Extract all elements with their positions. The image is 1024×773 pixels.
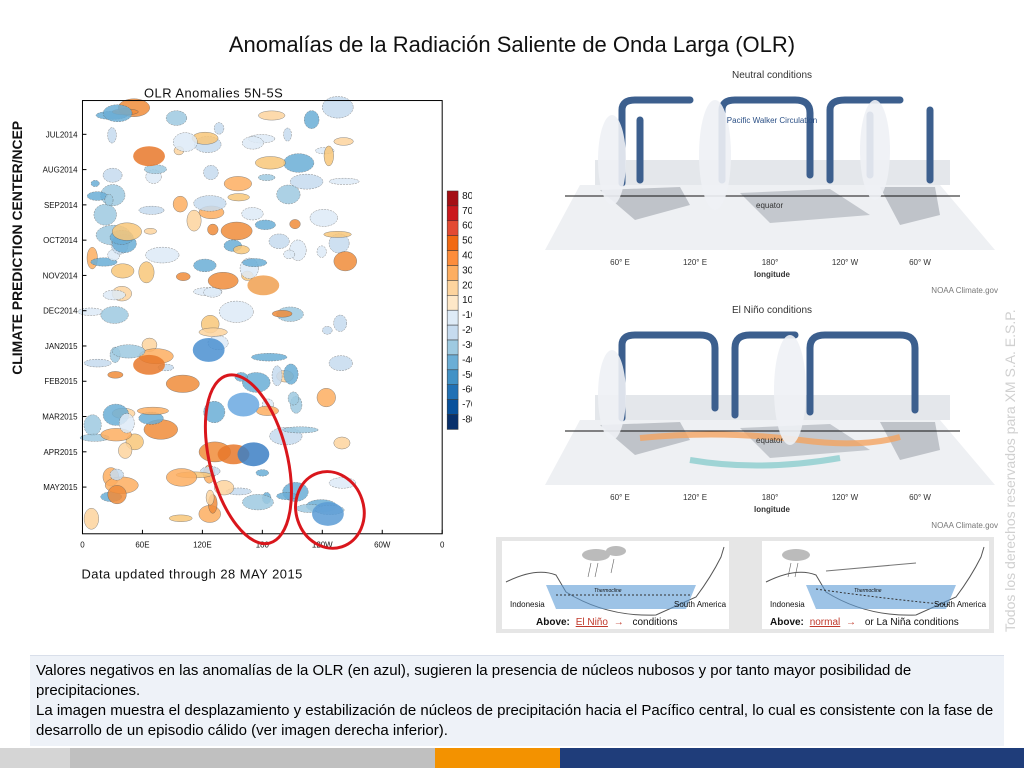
ocean-caption: Above: normal → or La Niña conditions xyxy=(770,617,959,628)
ocean-diagrams: Indonesia South America Thermocline Abov… xyxy=(496,537,994,633)
y-tick-label: SEP2014 xyxy=(44,201,78,210)
neutral-title: Neutral conditions xyxy=(732,70,812,81)
longitude-tick: 120° W xyxy=(832,493,859,502)
longitude-tick: 120° E xyxy=(683,493,707,502)
longitude-tick: 60° E xyxy=(610,493,630,502)
explanation-box: Valores negativos en las anomalías de la… xyxy=(30,655,1004,746)
ocean-diagram-normal: Indonesia South America Thermocline Abov… xyxy=(762,541,989,629)
longitude-tick: 60° W xyxy=(909,258,931,267)
indonesia-label: Indonesia xyxy=(770,600,805,609)
colorbar-segment xyxy=(446,384,459,400)
equator-label: equator xyxy=(756,436,783,445)
longitude-label: longitude xyxy=(754,505,791,514)
colorbar-segment xyxy=(446,369,459,385)
colorbar-label: -10 xyxy=(462,310,472,321)
highlight-ellipse-central-pacific xyxy=(203,373,293,546)
longitude-tick: 180° xyxy=(762,493,779,502)
plot-title: OLR Anomalies 5N-5S xyxy=(144,86,283,101)
colorbar-segment xyxy=(446,414,459,430)
ocean-caption: Above: El Niño → conditions xyxy=(536,617,678,628)
colorbar-segment xyxy=(446,309,459,326)
colorbar-segment xyxy=(446,205,459,222)
x-tick-label: 180 xyxy=(256,541,270,550)
colorbar-label: -40 xyxy=(462,355,472,366)
colorbar: 80 70 60 50 40 30 20 10 -10 -20 -30 -40 -50 -60 -70 -80 xyxy=(446,190,472,430)
south-america-label: South America xyxy=(674,600,727,609)
longitude-tick: 180° xyxy=(762,258,779,267)
x-tick-label: 0 xyxy=(440,541,445,550)
colorbar-label: 10 xyxy=(462,295,472,306)
colorbar-label: -70 xyxy=(462,400,472,411)
colorbar-label: 80 xyxy=(462,191,472,202)
y-tick-label: MAR2015 xyxy=(42,413,78,422)
colorbar-label: -60 xyxy=(462,385,472,396)
colorbar-label: -20 xyxy=(462,325,472,336)
colorbar-label: 70 xyxy=(462,206,472,217)
x-tick-label: 60E xyxy=(135,541,149,550)
thermocline-label: Thermocline xyxy=(594,588,622,594)
colorbar-segment xyxy=(446,235,459,251)
longitude-tick: 120° E xyxy=(683,258,707,267)
y-tick-label: AUG2014 xyxy=(43,166,78,175)
longitude-tick: 60° W xyxy=(909,493,931,502)
highlight-ellipse-eastern-pacific xyxy=(294,470,366,550)
ocean-diagram-elnino: Indonesia South America Thermocline Abov… xyxy=(502,541,729,629)
credit-label: NOAA Climate.gov xyxy=(931,286,998,295)
longitude-label: longitude xyxy=(754,270,791,279)
equator-label: equator xyxy=(756,201,783,210)
colorbar-segment xyxy=(446,280,459,296)
indonesia-label: Indonesia xyxy=(510,600,545,609)
olr-hovmoller-figure: CLIMATE PREDICTION CENTER/NCEP OLR Anoma… xyxy=(0,85,475,600)
credit-label: NOAA Climate.gov xyxy=(931,521,998,530)
x-tick-label: 60W xyxy=(374,541,391,550)
colorbar-segment xyxy=(446,190,459,207)
colorbar-segment xyxy=(446,220,459,236)
colorbar-segment xyxy=(446,265,459,281)
elnino-title: El Niño conditions xyxy=(732,305,812,316)
walker-elnino-figure: El Niño conditions equator 60° E 120° E 18… xyxy=(540,300,1000,530)
y-tick-label: MAY2015 xyxy=(43,483,78,492)
colorbar-label: 60 xyxy=(462,221,472,232)
colorbar-segment xyxy=(446,250,459,266)
explanation-paragraph-2: La imagen muestra el desplazamiento y es… xyxy=(36,702,994,739)
colorbar-label: 20 xyxy=(462,280,472,291)
longitude-tick: 120° W xyxy=(832,258,859,267)
south-america-label: South America xyxy=(934,600,987,609)
plot-area xyxy=(77,96,360,530)
colorbar-label: 50 xyxy=(462,236,472,247)
walker-circulation-label: Pacific Walker Circulation xyxy=(727,116,817,125)
colorbar-label: 30 xyxy=(462,265,472,276)
data-updated-label: Data updated through 28 MAY 2015 xyxy=(81,567,302,582)
y-tick-label: OCT2014 xyxy=(43,236,78,245)
walker-neutral-figure: Neutral conditions equator Pacific Walke… xyxy=(540,65,1000,295)
y-tick-label: DEC2014 xyxy=(43,307,78,316)
colorbar-label: -30 xyxy=(462,340,472,351)
colorbar-label: -50 xyxy=(462,370,472,381)
y-tick-label: APR2015 xyxy=(44,448,79,457)
y-tick-label: NOV2014 xyxy=(43,271,78,280)
slide-title: Anomalías de la Radiación Saliente de On… xyxy=(228,32,796,57)
colorbar-segment xyxy=(446,339,459,356)
footer-bar xyxy=(0,748,1024,768)
watermark-text: Todos los derechos reservados para XM S.… xyxy=(1002,309,1018,632)
explanation-paragraph-1: Valores negativos en las anomalías de la… xyxy=(36,662,912,699)
y-tick-label: JUL2014 xyxy=(46,130,78,139)
colorbar-segment xyxy=(446,324,459,341)
watermark: Todos los derechos reservados para XM S.… xyxy=(995,240,1024,640)
thermocline-label: Thermocline xyxy=(854,588,882,594)
colorbar-label: 40 xyxy=(462,251,472,262)
side-label: CLIMATE PREDICTION CENTER/NCEP xyxy=(9,121,25,375)
colorbar-segment xyxy=(446,354,459,371)
y-tick-label: FEB2015 xyxy=(44,377,78,386)
longitude-tick: 60° E xyxy=(610,258,630,267)
colorbar-segment xyxy=(446,295,459,311)
colorbar-segment xyxy=(446,399,459,415)
y-tick-label: JAN2015 xyxy=(45,342,78,351)
x-tick-label: 120E xyxy=(193,541,212,550)
x-tick-label: 0 xyxy=(80,541,85,550)
colorbar-label: -80 xyxy=(462,414,472,425)
